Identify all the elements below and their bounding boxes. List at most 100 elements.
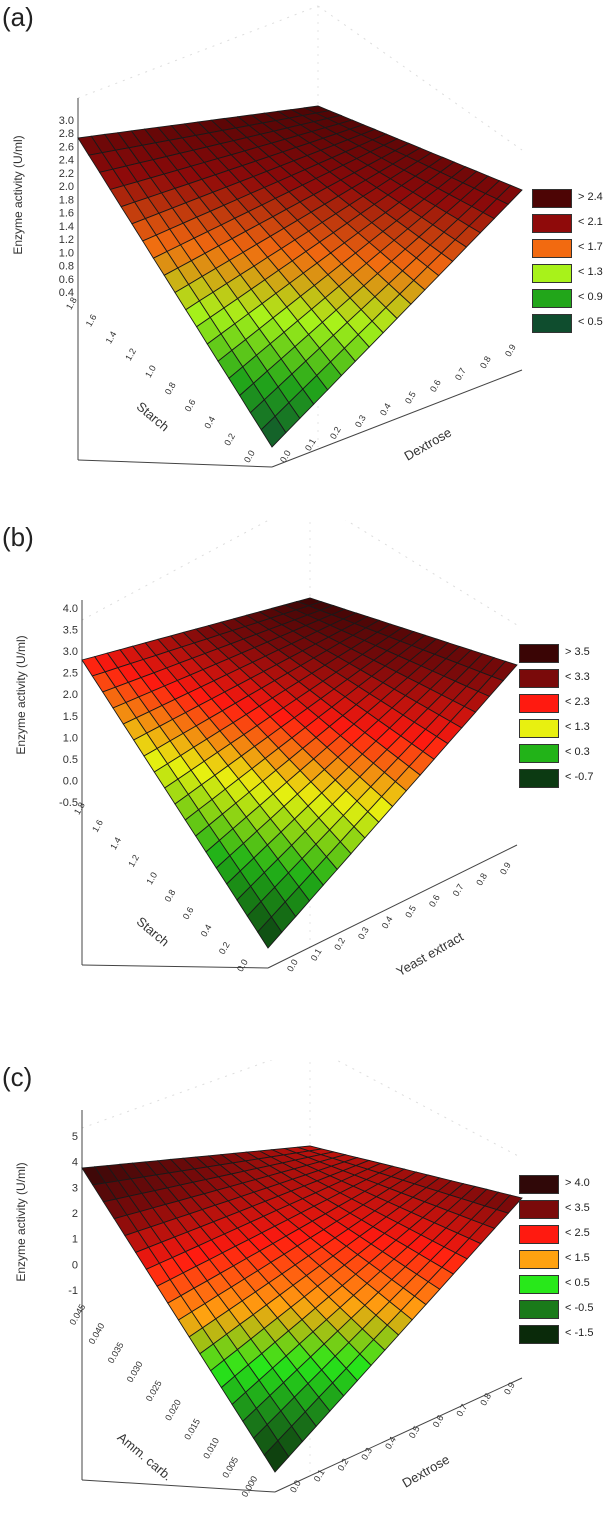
legend-swatch [519, 769, 559, 788]
z-tick-label: 2.6 [59, 141, 74, 153]
legend-swatch [532, 239, 572, 258]
z-tick-label: 4.0 [63, 603, 78, 615]
legend-label: < 3.3 [565, 671, 590, 683]
legend-swatch [519, 1175, 559, 1194]
x-tick-label: 0.005 [220, 1455, 240, 1480]
x-tick-label: 1.2 [126, 853, 141, 869]
surface-mesh [81, 1145, 523, 1473]
y-tick-label: 0.4 [380, 914, 395, 930]
legend-label: < 1.5 [565, 1252, 590, 1264]
legend-label: < 2.5 [565, 1227, 590, 1239]
x-tick-label: 1.6 [90, 818, 105, 834]
panel-label: (b) [2, 522, 34, 552]
x-axis-label: Starch [134, 399, 172, 435]
surface-mesh [77, 105, 523, 448]
z-tick-label: 1.2 [59, 234, 74, 246]
legend-label: < 0.5 [565, 1277, 590, 1289]
x-tick-label: 0.2 [217, 940, 232, 956]
x-tick-label: 0.0 [242, 449, 257, 465]
x-axis-label: Amm. carb. [115, 1429, 176, 1483]
z-tick-label: 2 [72, 1208, 78, 1220]
legend-label: < 0.3 [565, 746, 590, 758]
y-tick-label: 0.0 [288, 1479, 303, 1495]
x-tick-label: 0.020 [163, 1398, 183, 1423]
z-tick-label: -0.5 [59, 797, 78, 809]
z-tick-label: 1.6 [59, 208, 74, 220]
z-tick-label: 0.0 [63, 775, 78, 787]
z-tick-label: 0.8 [59, 261, 74, 273]
x-tick-label: 0.0 [235, 958, 250, 974]
legend-swatch [532, 314, 572, 333]
x-tick-label: 0.025 [144, 1379, 164, 1404]
y-tick-label: 0.8 [474, 871, 489, 887]
legend-swatch [532, 264, 572, 283]
z-tick-label: 3.0 [59, 115, 74, 127]
y-tick-label: 0.5 [403, 390, 418, 406]
z-tick-label: 2.0 [59, 181, 74, 193]
x-tick-label: 1.2 [123, 347, 138, 363]
z-tick-label: 3.5 [63, 625, 78, 637]
z-tick-label: 1.0 [63, 732, 78, 744]
z-tick-label: 1.0 [59, 247, 74, 259]
z-tick-label: 1 [72, 1234, 78, 1246]
y-tick-label: 0.2 [328, 425, 343, 441]
y-axis-label: Dextrose [399, 1452, 452, 1491]
x-tick-label: 0.045 [67, 1302, 87, 1327]
legend-swatch [532, 214, 572, 233]
chart-panel-a: (a) 3.0 2.8 2.6 2.4 2.2 2.0 1.8 1.6 1.4 1.2 1.0 0.8… [0, 0, 611, 500]
axes [77, 98, 523, 468]
z-axis-label: Enzyme activity (U/ml) [14, 635, 28, 754]
y-tick-label: 0.6 [427, 893, 442, 909]
surface-cell [257, 916, 283, 949]
y-tick-label: 0.9 [498, 861, 513, 877]
x-tick-label: 0.8 [163, 888, 178, 904]
legend-label: < 1.3 [565, 721, 590, 733]
z-tick-label: 2.2 [59, 168, 74, 180]
y-tick-label: 0.1 [312, 1468, 327, 1484]
z-axis-label: Enzyme activity (U/ml) [11, 135, 25, 254]
x-tick-label: 1.4 [108, 835, 123, 851]
y-tick-label: 0.5 [407, 1424, 422, 1440]
legend-swatch [519, 1300, 559, 1319]
axes [81, 600, 518, 969]
panel-label: (a) [2, 2, 34, 32]
y-tick-label: 0.9 [503, 343, 518, 359]
z-tick-label: 1.4 [59, 221, 74, 233]
x-axis-label: Starch [134, 914, 172, 950]
z-tick-label: 0.5 [63, 754, 78, 766]
chart-panel-b: (b) 4.0 3.5 3.0 2.5 2.0 1.5 1.0 0.5 0.0 -0.5 Enzym… [0, 520, 611, 1010]
legend-swatch [519, 1325, 559, 1344]
z-tick-label: 5 [72, 1131, 78, 1143]
y-tick-label: 0.9 [502, 1381, 517, 1397]
axes [81, 1110, 523, 1493]
x-tick-label: 0.6 [181, 905, 196, 921]
y-tick-label: 0.4 [383, 1435, 398, 1451]
y-tick-label: 0.5 [403, 904, 418, 920]
y-tick-label: 0.2 [332, 936, 347, 952]
y-tick-label: 0.3 [356, 925, 371, 941]
x-tick-label: 0.000 [239, 1474, 259, 1499]
legend-swatch [519, 744, 559, 763]
legend-swatch [519, 1225, 559, 1244]
panel-label: (c) [2, 1062, 33, 1092]
legend-label: < 2.1 [578, 216, 603, 228]
x-tick-label: 1.6 [84, 313, 99, 329]
x-tick-label: 0.030 [125, 1360, 145, 1385]
legend-label: < 1.7 [578, 241, 603, 253]
legend-swatch [532, 289, 572, 308]
surface-plot-a: 3.02.82.62.42.22.01.81.61.41.21.00.80.60… [11, 5, 523, 468]
surface-mesh [81, 597, 518, 949]
y-tick-label: 0.6 [431, 1413, 446, 1429]
x-tick-label: 1.4 [104, 330, 119, 346]
z-tick-label: 3 [72, 1182, 78, 1194]
z-tick-label: 4 [72, 1157, 78, 1169]
legend-swatch [519, 1200, 559, 1219]
x-tick-label: 0.8 [163, 381, 178, 397]
y-tick-label: 0.7 [453, 366, 468, 382]
y-tick-label: 0.2 [336, 1457, 351, 1473]
x-tick-label: 1.0 [143, 364, 158, 380]
z-tick-label: 0 [72, 1259, 78, 1271]
axis-walls [81, 1060, 523, 1472]
x-tick-label: 0.4 [202, 415, 217, 431]
x-tick-label: 0.4 [199, 923, 214, 939]
